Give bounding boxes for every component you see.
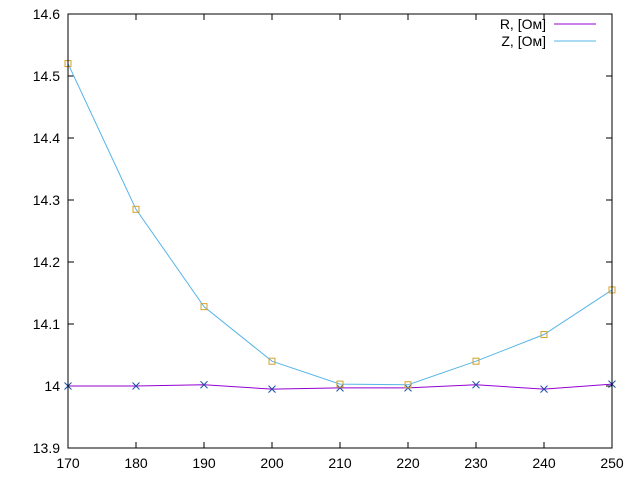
marker-stroke (200, 380, 208, 389)
series-0 (64, 380, 616, 393)
y-tick-label: 14.1 (33, 316, 60, 332)
data-point (540, 331, 548, 339)
data-point (336, 380, 344, 388)
data-point (472, 357, 480, 365)
data-point (200, 303, 208, 311)
axis-ticks: 170 180 190 200 210 220 230 240 250 13.9 14 14.1 14.… (33, 6, 624, 471)
data-point (336, 384, 344, 392)
marker-stroke (540, 385, 548, 393)
x-tick-label: 250 (600, 455, 624, 471)
marker-stroke (132, 382, 140, 390)
x-tick-label: 180 (124, 455, 148, 471)
y-tick-label: 13.9 (33, 440, 60, 456)
data-point (472, 380, 480, 389)
plot-series (64, 60, 616, 393)
x-tick-label: 210 (328, 455, 352, 471)
marker-stroke (472, 380, 480, 389)
y-tick-label: 14.6 (33, 6, 60, 22)
y-tick-label: 14.4 (33, 130, 60, 146)
y-tick-label: 14.5 (33, 68, 60, 84)
data-point (132, 205, 140, 213)
data-point (540, 385, 548, 393)
data-point (268, 385, 276, 393)
legend-label: Z, [Ом] (501, 33, 546, 49)
y-tick-label: 14.2 (33, 254, 60, 270)
series-line (67, 63, 613, 386)
data-point (404, 381, 412, 389)
data-point (268, 357, 276, 365)
x-tick-label: 200 (260, 455, 284, 471)
series-1 (64, 60, 616, 389)
marker-stroke (336, 384, 344, 392)
data-point (200, 380, 208, 389)
y-tick-label: 14 (44, 378, 60, 394)
x-tick-label: 230 (464, 455, 488, 471)
marker-stroke (268, 385, 276, 393)
y-tick-label: 14.3 (33, 192, 60, 208)
x-tick-label: 170 (56, 455, 80, 471)
legend-label: R, [Ом] (500, 16, 546, 32)
x-tick-label: 220 (396, 455, 420, 471)
x-tick-label: 190 (192, 455, 216, 471)
plot-frame (67, 13, 613, 449)
legend: R, [Ом]Z, [Ом] (500, 16, 596, 49)
data-point (132, 382, 140, 390)
x-tick-label: 240 (532, 455, 556, 471)
